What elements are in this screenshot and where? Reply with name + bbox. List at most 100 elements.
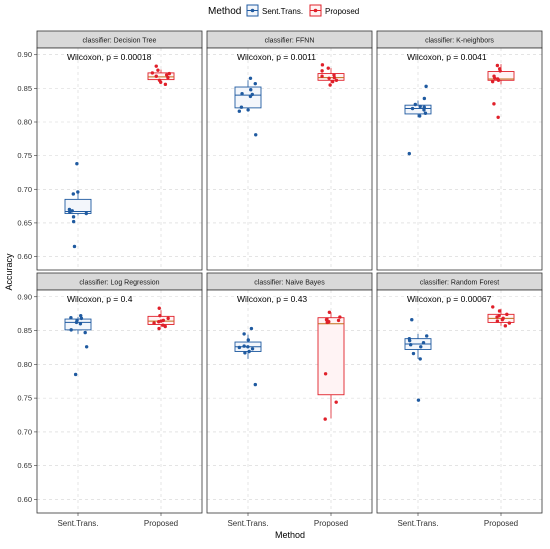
x-tick-label-3-0: Sent.Trans. — [57, 519, 98, 528]
y-tick-label-3-0: 0.60 — [17, 495, 32, 504]
data-point-3-1-2 — [166, 316, 170, 321]
data-point-4-0-6 — [250, 347, 255, 351]
y-axis-title: Accuracy — [4, 253, 14, 291]
wilcoxon-annotation-3: Wilcoxon, p = 0.4 — [67, 294, 133, 304]
panel-border-5 — [376, 289, 543, 514]
data-point-3-1-8 — [163, 324, 167, 329]
data-point-2-1-2 — [498, 69, 502, 73]
y-tick-label-0-1: 0.65 — [17, 218, 32, 227]
data-point-5-0-3 — [407, 338, 412, 343]
data-point-5-0-8 — [418, 357, 422, 361]
data-point-2-1-4 — [493, 76, 497, 80]
panel-bg-5 — [377, 290, 542, 513]
x-tick-label-5-1: Proposed — [484, 519, 518, 528]
box-4-1 — [317, 317, 345, 396]
data-point-1-1-9 — [328, 83, 332, 87]
data-point-3-0-4 — [74, 320, 79, 325]
data-point-2-0-0 — [424, 84, 428, 89]
data-point-3-0-7 — [83, 330, 87, 335]
panel-strip-label-2: classifier: K-neighbors — [425, 38, 494, 45]
x-tick-label-3-1: Proposed — [144, 519, 178, 528]
data-point-0-1-3 — [167, 71, 172, 76]
x-axis-title: Method — [275, 530, 305, 540]
data-point-1-0-5 — [248, 94, 253, 99]
data-point-0-1-0 — [154, 64, 158, 68]
data-point-0-1-6 — [166, 75, 170, 80]
data-point-5-1-2 — [505, 312, 509, 317]
data-point-4-0-2 — [246, 338, 251, 342]
panel-strip-label-5: classifier: Random Forest — [420, 280, 499, 287]
data-point-4-1-4 — [336, 318, 341, 323]
legend-title: Method — [208, 6, 241, 17]
data-point-1-0-2 — [249, 88, 253, 92]
y-tick-label-0-0: 0.60 — [17, 252, 32, 261]
data-point-4-0-0 — [249, 326, 254, 331]
data-point-0-1-5 — [154, 74, 158, 78]
y-tick-label-0-4: 0.80 — [17, 118, 32, 127]
data-point-5-0-4 — [421, 341, 426, 345]
y-tick-label-3-5: 0.85 — [17, 326, 32, 335]
data-point-1-0-0 — [248, 76, 253, 80]
panel-strip-label-3: classifier: Log Regression — [79, 280, 159, 287]
data-point-4-0-9 — [253, 382, 258, 387]
data-point-1-1-8 — [330, 79, 335, 84]
data-point-4-1-8 — [334, 400, 338, 404]
y-tick-label-0-6: 0.90 — [17, 50, 32, 59]
data-point-1-0-9 — [254, 133, 258, 137]
data-point-5-0-5 — [408, 343, 413, 347]
data-point-0-0-6 — [84, 211, 88, 216]
data-point-4-1-6 — [327, 320, 331, 324]
data-point-0-0-0 — [75, 162, 79, 166]
panel-border-0 — [36, 47, 203, 271]
data-point-2-0-8 — [417, 114, 422, 118]
data-point-5-1-7 — [495, 319, 500, 323]
panel-bg-2 — [377, 48, 542, 270]
legend-key-point-0 — [250, 8, 255, 13]
data-point-0-0-1 — [76, 190, 80, 194]
data-point-1-1-7 — [334, 78, 339, 82]
y-tick-label-0-3: 0.75 — [17, 151, 32, 160]
data-point-5-1-6 — [500, 318, 505, 322]
y-tick-label-3-6: 0.90 — [17, 292, 32, 301]
panel-border-4 — [206, 289, 373, 514]
data-point-0-1-2 — [150, 71, 155, 75]
panel-border-3 — [36, 289, 203, 514]
data-point-4-1-9 — [323, 417, 327, 421]
panel-bg-0 — [37, 48, 202, 270]
data-point-3-0-1 — [69, 316, 73, 320]
wilcoxon-annotation-1: Wilcoxon, p = 0.0011 — [237, 52, 316, 62]
data-point-0-0-5 — [68, 210, 72, 214]
data-point-4-0-4 — [246, 345, 250, 349]
data-point-2-1-8 — [492, 102, 496, 106]
data-point-0-0-2 — [71, 192, 76, 196]
data-point-4-0-8 — [243, 351, 247, 355]
data-point-1-0-7 — [246, 108, 250, 112]
data-point-1-0-3 — [240, 92, 244, 96]
data-point-1-1-1 — [326, 66, 330, 70]
panel-bg-4 — [207, 290, 372, 513]
panel-border-1 — [206, 47, 373, 271]
panel-border-2 — [376, 47, 543, 271]
data-point-4-1-7 — [323, 372, 328, 376]
data-point-5-1-0 — [491, 305, 495, 309]
data-point-5-0-7 — [411, 351, 416, 356]
data-point-0-0-8 — [71, 219, 76, 224]
data-point-5-0-0 — [410, 318, 414, 322]
data-point-2-0-5 — [410, 106, 415, 111]
data-point-1-1-0 — [320, 63, 325, 67]
legend-entry-1: Proposed — [325, 7, 359, 16]
data-point-2-1-7 — [490, 79, 495, 84]
wilcoxon-annotation-2: Wilcoxon, p = 0.0041 — [407, 52, 487, 62]
box-2-0 — [404, 104, 432, 115]
data-point-5-1-9 — [503, 324, 508, 328]
panel-strip-label-0: classifier: Decision Tree — [83, 38, 157, 45]
legend-entry-0: Sent.Trans. — [262, 7, 303, 16]
data-point-1-0-1 — [253, 81, 257, 86]
data-point-1-1-2 — [320, 69, 324, 73]
data-point-0-1-9 — [163, 82, 168, 87]
data-point-5-1-4 — [495, 315, 499, 319]
data-point-3-1-5 — [157, 320, 161, 324]
data-point-4-1-0 — [327, 310, 332, 314]
data-point-1-1-5 — [332, 75, 337, 80]
